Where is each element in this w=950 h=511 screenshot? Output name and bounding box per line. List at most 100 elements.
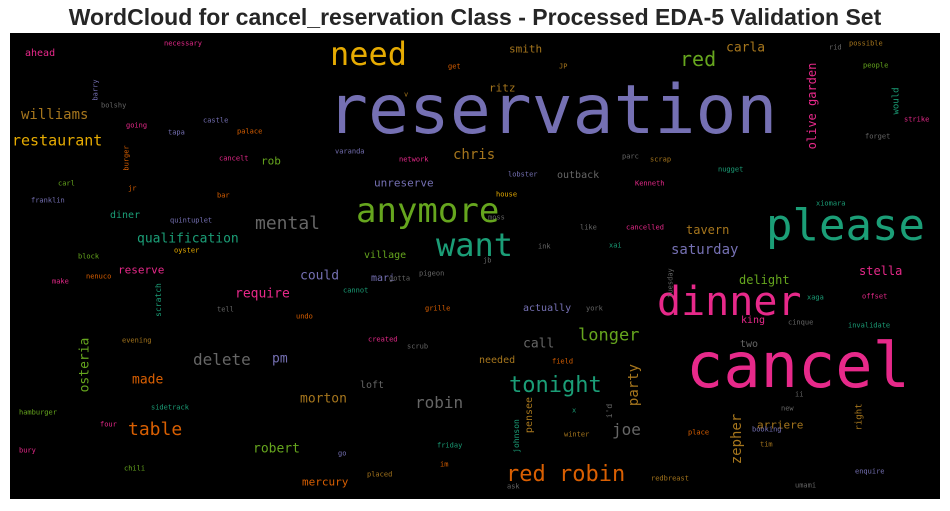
- word-morton: morton: [300, 391, 347, 407]
- word-two: two: [740, 339, 759, 350]
- word-palace: palace: [237, 127, 263, 136]
- word-pensee: pensee: [524, 396, 535, 434]
- word-smith: smith: [509, 42, 543, 56]
- word-chili: chili: [124, 464, 146, 473]
- word-bolshy: bolshy: [101, 101, 127, 110]
- word-stella: stella: [859, 264, 903, 278]
- word-winter: winter: [564, 430, 590, 439]
- word-cancelled: cancelled: [626, 223, 664, 232]
- word-going: going: [126, 121, 148, 130]
- word-cancelt: cancelt: [219, 154, 249, 163]
- word-village: village: [364, 250, 407, 261]
- word-chris: chris: [453, 147, 496, 163]
- word-nugget: nugget: [718, 165, 744, 174]
- word-house: house: [496, 190, 518, 199]
- word-enquire: enquire: [855, 467, 885, 476]
- word-forget: forget: [865, 132, 891, 141]
- word-actually: actually: [523, 303, 572, 314]
- word-table: table: [128, 419, 183, 440]
- word-block: block: [78, 252, 100, 261]
- word-bar: bar: [217, 191, 230, 200]
- word-necessary: necessary: [164, 39, 202, 48]
- word-sidetrack: sidetrack: [151, 403, 189, 412]
- word-offset: offset: [862, 292, 888, 301]
- word-party: party: [626, 363, 642, 407]
- word-longer: longer: [578, 325, 640, 346]
- word-york: york: [586, 304, 603, 313]
- word-pm: pm: [272, 351, 288, 367]
- word-undo: undo: [296, 312, 313, 321]
- word-parc: parc: [622, 152, 639, 161]
- word-castle: castle: [203, 116, 229, 125]
- word-ii: ii: [795, 390, 804, 399]
- word-place: place: [688, 428, 710, 437]
- word-cinque: cinque: [788, 318, 814, 327]
- wordcloud-canvas: reservation cancel please dinner anymore want…: [10, 33, 940, 499]
- word-right: right: [854, 403, 865, 431]
- word-could: could: [300, 268, 340, 284]
- word-field: field: [552, 357, 574, 366]
- word-tonight: tonight: [509, 373, 602, 398]
- word-pigeon: pigeon: [419, 269, 445, 278]
- word-make: make: [52, 277, 69, 286]
- word-osteria: osteria: [77, 337, 93, 393]
- word-robin: robin: [415, 393, 464, 412]
- word-olive-garden: olive garden: [805, 62, 819, 150]
- word-qualification: qualification: [137, 231, 239, 247]
- word-quintuplet: quintuplet: [170, 216, 213, 225]
- word-cannot: cannot: [343, 286, 369, 295]
- word-scrub: scrub: [407, 342, 429, 351]
- word-loft: loft: [360, 380, 385, 391]
- word-rob: rob: [261, 154, 281, 168]
- word-gotta: gotta: [389, 274, 411, 283]
- word-xiomara: xiomara: [816, 199, 846, 208]
- word-red: red: [680, 47, 717, 71]
- word-hamburger: hamburger: [19, 408, 57, 417]
- word-evening: evening: [122, 336, 152, 345]
- word-saturday: saturday: [671, 242, 739, 258]
- word-booking: booking: [752, 425, 782, 434]
- word-unreserve: unreserve: [374, 176, 434, 190]
- word-v: v: [404, 90, 409, 99]
- word-kenneth: Kenneth: [635, 179, 665, 188]
- word-delete: delete: [193, 350, 251, 369]
- word-varanda: varanda: [335, 147, 365, 156]
- word-im: im: [440, 460, 449, 469]
- word-want: want: [436, 226, 514, 264]
- word-strike: strike: [904, 115, 930, 124]
- word-zepher: zepher: [729, 413, 745, 465]
- word-get: get: [448, 62, 461, 71]
- word-rid: rid: [829, 43, 842, 52]
- word-scrap: scrap: [650, 155, 672, 164]
- word-i-d: i'd: [605, 403, 614, 419]
- word-new: new: [781, 404, 794, 413]
- word-friday: friday: [437, 441, 463, 450]
- word-made: made: [132, 372, 164, 388]
- word-x: x: [572, 406, 577, 415]
- word-ritz: ritz: [489, 81, 516, 95]
- word-like: like: [580, 223, 597, 232]
- word-diner: diner: [110, 210, 141, 221]
- word-robert: robert: [253, 441, 300, 457]
- word-dinner: dinner: [657, 279, 802, 325]
- word-tavern: tavern: [686, 223, 730, 237]
- word-red-robin: red robin: [506, 462, 626, 487]
- word-arriere: arriere: [757, 418, 804, 432]
- word-carla: carla: [726, 40, 766, 56]
- word-cancel: cancel: [686, 329, 910, 402]
- word-mercury: mercury: [302, 475, 349, 489]
- word-people: people: [863, 61, 889, 70]
- word-tuesday: tuesday: [666, 268, 675, 298]
- word-jp: JP: [559, 62, 568, 71]
- word-jr: jr: [128, 184, 137, 193]
- word-mental: mental: [255, 213, 321, 234]
- word-scratch: scratch: [154, 283, 163, 317]
- word-nenuco: nenuco: [86, 272, 112, 281]
- word-king: king: [741, 315, 766, 326]
- word-tim: tim: [760, 440, 773, 449]
- word-ahead: ahead: [25, 48, 56, 59]
- word-outback: outback: [557, 170, 600, 181]
- word-franklin: franklin: [31, 196, 65, 205]
- word-would: would: [891, 87, 902, 115]
- word-carl: carl: [58, 179, 75, 188]
